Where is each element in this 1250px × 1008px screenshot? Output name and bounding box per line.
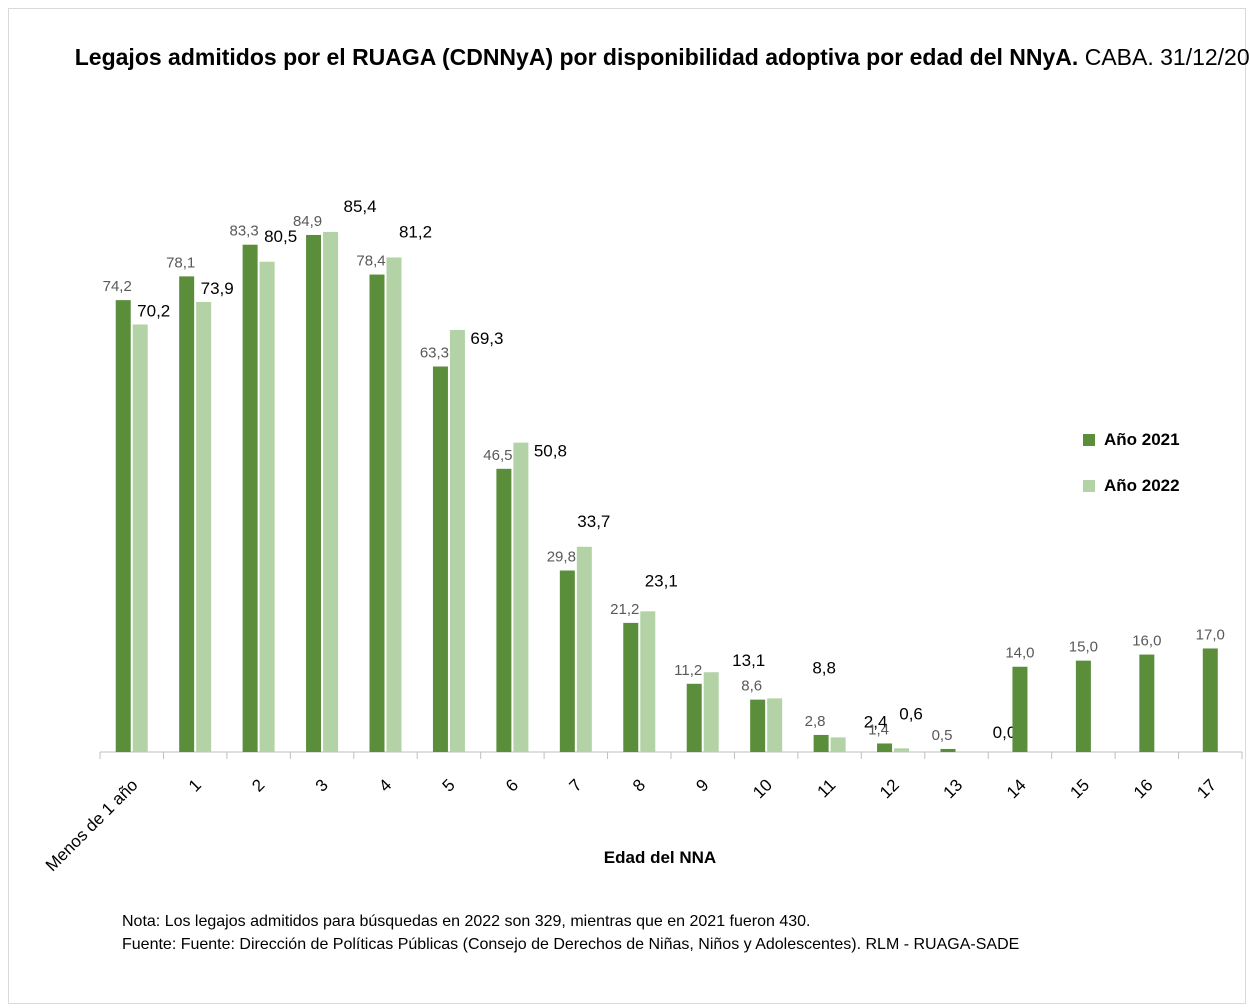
data-label-2022: 73,9 [201,279,234,298]
x-tick-label: 12 [876,775,903,802]
bar-2022 [640,611,656,752]
bar-2021 [432,366,448,752]
legend-label-2022: Año 2022 [1104,476,1180,495]
data-label-2022: 8,8 [812,658,836,677]
x-tick-label: 14 [1003,775,1030,802]
bar-2022 [132,324,148,752]
data-label-2021: 29,8 [547,549,576,566]
x-tick-label: 15 [1066,775,1093,802]
bar-2021 [115,300,131,752]
data-label-2021: 11,2 [674,662,702,679]
bar-2021 [686,683,702,752]
legend-swatch-2021 [1083,434,1095,446]
bar-2022 [196,301,212,752]
data-label-2022: 0,0 [993,723,1017,742]
data-label-2021: 63,3 [420,345,449,362]
x-tick-label: 4 [375,775,395,795]
x-tick-label: 11 [814,775,840,801]
x-tick-label: 1 [185,775,205,795]
bar-2021 [1012,666,1028,752]
data-label-2021: 2,8 [805,713,826,730]
bar-2022 [703,672,719,752]
note-line: Nota: Los legajos admitidos para búsqued… [122,913,811,930]
x-tick-label: 5 [439,775,459,795]
bar-2022 [449,329,465,752]
chart-title-bold: Legajos admitidos por el RUAGA (CDNNyA) … [74,44,1079,70]
data-label-2022: 70,2 [137,301,170,320]
bar-2021 [750,699,766,752]
data-label-2021: 84,9 [293,213,322,230]
bar-2022 [513,442,529,752]
legend: Año 2021 Año 2022 [1083,428,1180,520]
bar-2021 [813,734,829,752]
data-label-2021: 78,4 [356,253,385,270]
data-label-2021: 8,6 [741,678,762,695]
legend-label-2021: Año 2021 [1104,430,1180,449]
data-label-2022: 0,6 [899,704,923,723]
bar-2021 [242,244,258,752]
data-label-2021: 15,0 [1069,639,1098,656]
bar-2022 [323,231,339,752]
data-label-2022: 33,7 [577,512,610,531]
bar-2021 [1139,654,1155,752]
x-tick-label: 7 [566,775,586,795]
bar-2022 [576,546,592,752]
data-label-2021: 16,0 [1132,633,1161,650]
bar-2022 [386,257,402,752]
x-tick-label: 2 [248,775,268,795]
notes: Nota: Los legajos admitidos para búsqued… [122,910,1162,956]
data-label-2022: 69,3 [470,329,503,348]
data-label-2021: 1,4 [868,721,889,738]
data-label-2021: 0,5 [932,727,953,744]
bar-2022 [830,737,846,752]
bar-2021 [369,274,385,752]
x-tick-label: 17 [1193,775,1220,802]
x-tick-label: 10 [749,775,776,802]
data-label-2022: 81,2 [399,222,432,241]
data-label-2022: 85,4 [344,197,377,216]
bar-2021 [623,622,639,752]
data-label-2022: 23,1 [645,571,678,590]
x-tick-label: 16 [1130,775,1157,802]
bar-2022 [259,261,275,752]
data-label-2022: 13,1 [732,651,765,670]
bar-2021 [559,570,575,752]
bar-2021 [306,234,322,753]
legend-item-2022: Año 2022 [1083,474,1180,498]
x-tick-label: 3 [312,775,332,795]
legend-swatch-2022 [1083,480,1095,492]
data-label-2021: 17,0 [1196,626,1225,643]
x-tick-label: 6 [502,775,522,795]
bar-2021 [877,743,893,752]
bar-2021 [179,276,195,752]
bar-2021 [940,748,956,752]
chart-title: Legajos admitidos por el RUAGA (CDNNyA) … [0,40,1250,74]
x-tick-label: 8 [629,775,649,795]
bar-2022 [894,748,910,752]
legend-item-2021: Año 2021 [1083,428,1180,452]
x-axis-title: Edad del NNA [603,848,717,867]
bar-2021 [496,468,512,752]
data-label-2021: 78,1 [166,254,195,271]
chart-title-regular: CABA. 31/12/2022 [1084,44,1250,70]
data-label-2022: 2,4 [864,712,888,731]
data-label-2021: 21,2 [610,601,639,618]
x-tick-label: 13 [940,775,967,802]
bar-2021 [1202,648,1218,752]
source-line: Fuente: Fuente: Dirección de Políticas P… [122,936,1020,953]
data-label-2022: 50,8 [534,442,567,461]
x-tick-label: 9 [692,775,712,795]
chart-frame [8,8,1246,1004]
data-label-2021: 74,2 [103,278,132,295]
bar-2021 [1075,660,1091,752]
data-label-2021: 83,3 [230,223,259,240]
bar-2022 [767,698,783,752]
data-label-2022: 80,5 [264,227,297,246]
data-label-2021: 46,5 [483,447,512,464]
data-label-2021: 14,0 [1005,645,1034,662]
